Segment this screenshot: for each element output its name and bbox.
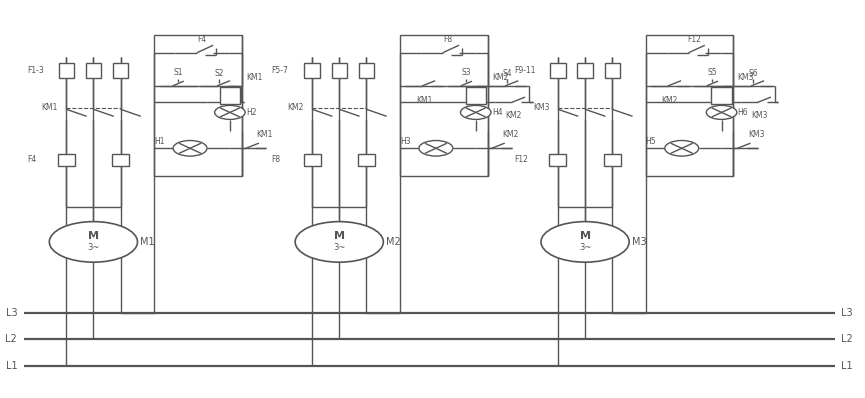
Text: F8: F8: [272, 156, 280, 164]
Text: S3: S3: [462, 68, 471, 77]
Circle shape: [49, 222, 138, 262]
Text: S2: S2: [215, 69, 224, 78]
Text: F12: F12: [687, 35, 701, 44]
Text: KM3: KM3: [752, 111, 768, 120]
Text: H2: H2: [246, 108, 257, 117]
Circle shape: [419, 140, 453, 156]
Text: L1: L1: [841, 361, 853, 371]
Bar: [578, 63, 593, 78]
Text: 3~: 3~: [87, 243, 99, 252]
Text: KM3: KM3: [748, 129, 765, 139]
Text: L2: L2: [841, 334, 853, 344]
Bar: [646, 35, 734, 176]
Text: H1: H1: [154, 137, 164, 146]
Text: KM1: KM1: [217, 111, 234, 120]
Text: L3: L3: [841, 308, 853, 318]
Text: KM1: KM1: [256, 129, 272, 139]
Bar: [58, 154, 74, 166]
Bar: [400, 35, 488, 176]
Bar: [331, 63, 347, 78]
Text: H4: H4: [492, 108, 503, 117]
Bar: [605, 63, 620, 78]
Text: F9-11: F9-11: [515, 66, 536, 75]
Circle shape: [665, 140, 699, 156]
Text: H3: H3: [400, 137, 411, 146]
Text: F1-3: F1-3: [28, 66, 44, 75]
Bar: [465, 87, 486, 104]
Circle shape: [173, 140, 207, 156]
Text: L3: L3: [5, 308, 17, 318]
Bar: [112, 154, 129, 166]
Text: F12: F12: [515, 156, 529, 164]
Bar: [304, 63, 320, 78]
Text: M: M: [88, 232, 99, 242]
Bar: [604, 154, 621, 166]
Bar: [86, 63, 101, 78]
Text: KM1: KM1: [246, 73, 262, 82]
Bar: [550, 63, 566, 78]
Text: L1: L1: [5, 361, 17, 371]
Bar: [113, 63, 128, 78]
Bar: [220, 87, 240, 104]
Bar: [304, 154, 321, 166]
Text: M2: M2: [386, 237, 400, 247]
Text: M3: M3: [631, 237, 646, 247]
Text: H5: H5: [645, 137, 657, 146]
Text: KM2: KM2: [287, 103, 304, 112]
Bar: [59, 63, 74, 78]
Text: S4: S4: [503, 69, 512, 78]
Text: S6: S6: [748, 69, 758, 78]
Text: KM2: KM2: [662, 96, 678, 105]
Text: KM3: KM3: [533, 103, 549, 112]
Text: 3~: 3~: [579, 243, 592, 252]
Text: M: M: [580, 232, 591, 242]
Text: KM3: KM3: [738, 73, 754, 82]
Bar: [549, 154, 567, 166]
Bar: [358, 154, 375, 166]
Text: KM1: KM1: [42, 103, 58, 112]
Text: S5: S5: [708, 68, 717, 77]
Text: KM1: KM1: [416, 96, 432, 105]
Text: KM2: KM2: [502, 129, 518, 139]
Text: 3~: 3~: [333, 243, 345, 252]
Text: F4: F4: [198, 35, 207, 44]
Circle shape: [215, 105, 245, 119]
Text: F5-7: F5-7: [272, 66, 288, 75]
Bar: [711, 87, 732, 104]
Text: S1: S1: [174, 68, 183, 77]
Text: F4: F4: [28, 156, 36, 164]
Circle shape: [541, 222, 629, 262]
Text: M: M: [334, 232, 345, 242]
Text: H6: H6: [738, 108, 748, 117]
Circle shape: [295, 222, 383, 262]
Text: F8: F8: [444, 35, 452, 44]
Text: M1: M1: [140, 237, 155, 247]
Bar: [359, 63, 374, 78]
Text: KM2: KM2: [506, 111, 522, 120]
Text: L2: L2: [5, 334, 17, 344]
Circle shape: [460, 105, 491, 119]
Text: KM2: KM2: [492, 73, 509, 82]
Circle shape: [707, 105, 737, 119]
Bar: [155, 35, 242, 176]
